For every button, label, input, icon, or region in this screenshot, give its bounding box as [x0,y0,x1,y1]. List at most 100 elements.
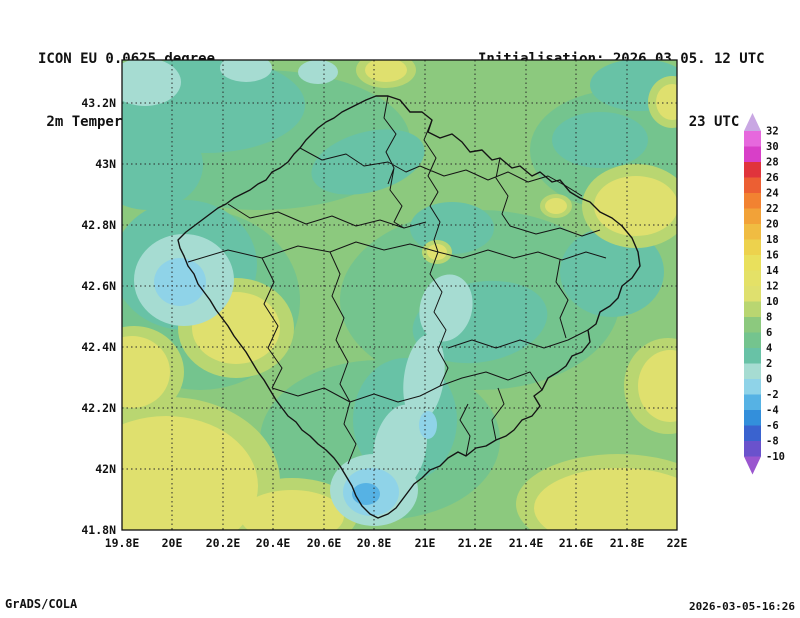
lat-label: 41.8N [81,523,116,537]
colorbar-box [744,317,761,333]
colorbar-box [744,177,761,193]
colorbar-tick: -8 [766,436,779,448]
colorbar-tick: 32 [766,126,779,138]
graticule [122,60,677,530]
colorbar-tick: 18 [766,234,779,246]
temp-region-yellow [240,490,344,530]
colorbar-tick: 12 [766,281,779,293]
colorbar-tick: 28 [766,157,779,169]
lon-label: 20E [162,536,183,550]
temp-region-teal [560,227,664,317]
colorbar-box [744,379,761,395]
colorbar-box [744,301,761,317]
temp-region-yellow [545,198,567,214]
colorbar-box [744,208,761,224]
temp-region-yellow [594,176,677,236]
colorbar-tick: 10 [766,296,779,308]
colorbar-tick: 24 [766,188,779,200]
lat-label: 42.8N [81,218,116,232]
colorbar-tick: 6 [766,327,772,339]
lon-label: 21E [415,536,436,550]
temp-region-cyan [122,60,181,106]
lat-label: 43.2N [81,96,116,110]
colorbar-box [744,441,761,457]
colorbar-tick: 30 [766,141,779,153]
colorbar-box [744,239,761,255]
temp-region-yellow [365,60,407,82]
colorbar-box [744,363,761,379]
lat-label: 42.2N [81,401,116,415]
temp-region-blue [352,483,380,505]
colorbar-tick: -4 [766,405,779,417]
colorbar-box [744,255,761,271]
kosovo-borders [177,95,641,519]
grads-credit: GrADS/COLA [5,597,78,611]
lat-label: 42.4N [81,340,116,354]
lon-label: 20.4E [256,536,291,550]
colorbar-box [744,286,761,302]
colorbar-box [744,332,761,348]
temp-region-teal [122,120,203,210]
colorbar-tick: 20 [766,219,779,231]
colorbar-box [744,162,761,178]
colorbar-box [744,270,761,286]
colorbar-tick: 8 [766,312,772,324]
colorbar-tick: 0 [766,374,772,386]
lon-axis: 19.8E 20E 20.2E 20.4E 20.6E 20.8E 21E 21… [105,536,688,550]
temp-region-lightblue [154,258,206,306]
colorbar-arrow-bottom [744,456,761,475]
colorbar-tick: 14 [766,265,779,277]
lon-label: 22E [667,536,688,550]
municipality-borders [187,95,607,465]
lon-label: 21.6E [559,536,594,550]
colorbar: 32 30 28 26 24 22 20 18 16 14 12 10 8 6 … [744,113,785,475]
temp-region-yellow [122,416,258,530]
colorbar-tick: 16 [766,250,779,262]
temp-region-cyan [298,60,338,84]
lon-label: 20.6E [307,536,342,550]
map-frame [121,59,678,531]
colorbar-box [744,348,761,364]
colorbar-box [744,224,761,240]
temp-region-teal [311,129,425,195]
colorbar-tick: -6 [766,420,779,432]
lon-label: 20.2E [206,536,241,550]
lon-label: 20.8E [357,536,392,550]
temperature-field [122,60,677,530]
colorbar-box [744,146,761,162]
temp-region-lightblue [419,411,437,439]
temp-region-yellow [534,468,677,530]
creation-timestamp: 2026-03-05-16:26 [689,600,795,613]
temp-region-teal [552,112,648,168]
temp-region-teal [410,202,494,254]
kosovo-outline [177,95,641,519]
temp-region-yellow [122,336,170,408]
colorbar-tick: 2 [766,358,772,370]
lon-label: 21.8E [610,536,645,550]
colorbar-tick: -2 [766,389,779,401]
temp-region-cyan [220,60,272,82]
temp-region-cyan [419,274,473,342]
lon-label: 19.8E [105,536,140,550]
colorbar-tick: 22 [766,203,779,215]
temp-region-yellow [638,350,677,422]
colorbar-tick: 4 [766,343,772,355]
colorbar-box [744,410,761,426]
lat-label: 42N [95,462,116,476]
colorbar-box [744,425,761,441]
colorbar-box [744,193,761,209]
temp-region-cyan [403,334,445,422]
colorbar-box [744,394,761,410]
colorbar-tick: -10 [766,451,785,463]
lat-axis: 43.2N 43N 42.8N 42.6N 42.4N 42.2N 42N 41… [81,96,116,537]
colorbar-arrow-top [744,113,761,131]
temp-region-yellow [656,84,677,120]
lat-label: 42.6N [81,279,116,293]
lat-label: 43N [95,157,116,171]
colorbar-box [744,131,761,147]
colorbar-tick: 26 [766,172,779,184]
lon-label: 21.2E [458,536,493,550]
lon-label: 21.4E [509,536,544,550]
